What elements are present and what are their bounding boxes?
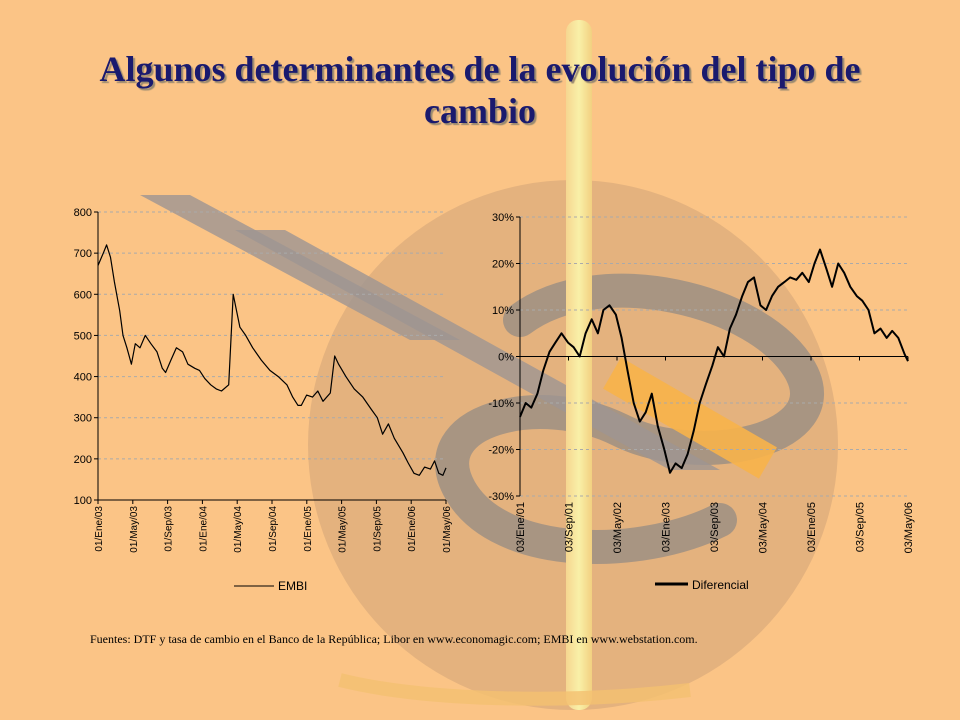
dif-y-tick-label: 30%: [492, 212, 514, 224]
diferencial-legend: Diferencial: [655, 578, 749, 592]
embi-gridlines: [98, 211, 446, 501]
embi-x-tick-label: 01/May/04: [233, 506, 244, 553]
slide-title: Algunos determinantes de la evolución de…: [99, 49, 861, 131]
embi-chart: 100 200 300 400 500 600 700 800 01/Ene/03 01/May…: [74, 207, 453, 593]
embi-y-tick-label: 800: [74, 207, 92, 219]
source-note: Fuentes: DTF y tasa de cambio en el Banc…: [90, 632, 698, 646]
embi-x-tick-label: 01/Ene/06: [407, 506, 418, 552]
embi-x-tick-label: 01/May/03: [129, 506, 140, 553]
diferencial-y-axis: -30% -20% -10% 0% 10% 20% 30%: [488, 212, 521, 503]
dif-x-tick-label: 03/May/02: [612, 502, 624, 553]
dif-x-tick-label: 03/Ene/05: [806, 502, 818, 552]
dif-x-tick-label: 03/Sep/01: [564, 502, 576, 552]
embi-series-line: [97, 244, 447, 476]
dif-x-tick-label: 03/May/06: [903, 502, 915, 553]
embi-x-axis: 01/Ene/03 01/May/03 01/Sep/03 01/Ene/04 01/M…: [94, 499, 453, 553]
dif-y-tick-label: 10%: [492, 305, 514, 317]
embi-x-tick-label: 01/May/06: [442, 506, 453, 553]
embi-y-tick-label: 400: [74, 372, 92, 384]
dif-x-tick-label: 03/Ene/03: [661, 502, 673, 552]
embi-x-tick-label: 01/Sep/04: [268, 506, 279, 552]
diferencial-legend-label: Diferencial: [692, 578, 749, 592]
embi-y-tick-label: 200: [74, 454, 92, 466]
background-diagonal-band: [235, 230, 720, 470]
diferencial-series-lines: [519, 248, 909, 474]
diferencial-chart: -30% -20% -10% 0% 10% 20% 30% 03/Ene/01 03/Sep/…: [488, 212, 915, 592]
dif-y-tick-label: -10%: [488, 398, 514, 410]
background-orange-bar: [603, 357, 777, 479]
embi-y-tick-label: 600: [74, 289, 92, 301]
embi-legend: EMBI: [234, 579, 307, 593]
embi-x-tick-label: 01/Ene/04: [198, 506, 209, 552]
embi-y-axis: 100 200 300 400 500 600 700 800: [74, 207, 99, 507]
embi-x-tick-label: 01/Sep/05: [372, 506, 383, 552]
embi-x-tick-label: 01/Ene/05: [303, 506, 314, 552]
dif-x-tick-label: 03/Ene/01: [515, 502, 527, 552]
dif-y-tick-label: 20%: [492, 259, 514, 271]
diferencial-x-axis: 03/Ene/01 03/Sep/01 03/May/02 03/Ene/03 03/S…: [515, 356, 915, 553]
background-vertical-stripe: [566, 20, 592, 710]
embi-legend-label: EMBI: [278, 579, 307, 593]
dif-series-line: [519, 248, 909, 474]
embi-y-tick-label: 300: [74, 413, 92, 425]
embi-x-tick-label: 01/Sep/03: [164, 506, 175, 552]
embi-x-tick-label: 01/Ene/03: [94, 506, 105, 552]
embi-x-tick-label: 01/May/05: [338, 506, 349, 553]
embi-y-tick-label: 100: [74, 495, 92, 507]
embi-y-tick-label: 500: [74, 330, 92, 342]
dif-y-tick-label: 0%: [498, 352, 514, 364]
dif-y-tick-label: -30%: [488, 491, 514, 503]
dif-y-tick-label: -20%: [488, 445, 514, 457]
dif-x-tick-label: 03/Sep/05: [855, 502, 867, 552]
background-bottom-swash: [338, 673, 691, 706]
embi-y-tick-label: 700: [74, 248, 92, 260]
dif-x-tick-label: 03/May/04: [758, 502, 770, 553]
dif-x-tick-label: 03/Sep/03: [709, 502, 721, 552]
embi-series-lines: [97, 244, 447, 476]
